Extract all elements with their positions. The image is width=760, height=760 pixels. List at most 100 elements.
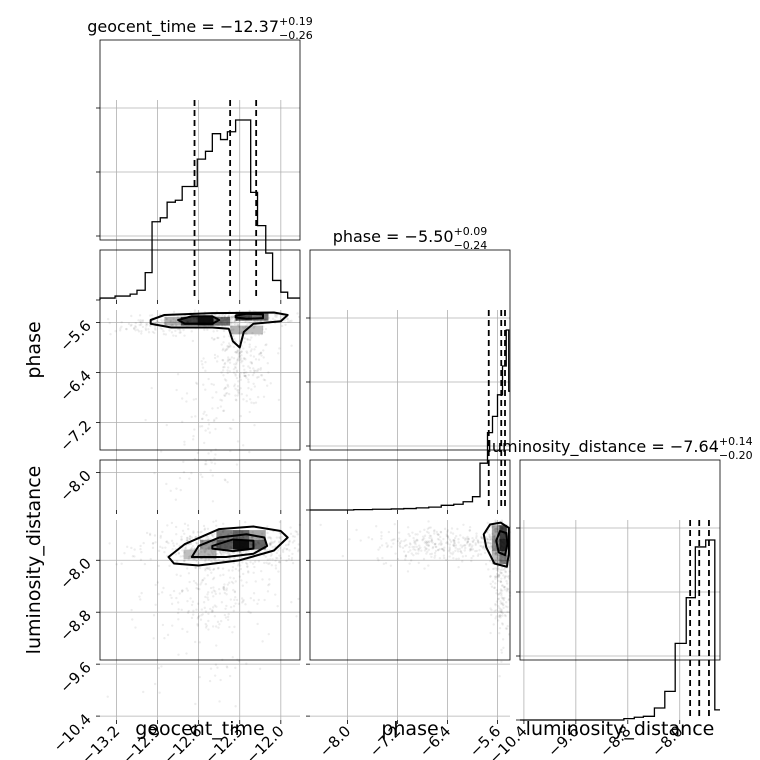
sample-point: [452, 544, 456, 547]
sample-point: [270, 540, 273, 543]
sample-point: [199, 531, 202, 534]
sample-point: [247, 571, 250, 574]
phase-title-text: phase: [333, 227, 381, 246]
sample-point: [281, 550, 285, 554]
sample-point: [240, 392, 244, 396]
sample-point: [287, 320, 290, 323]
sample-point: [488, 538, 492, 542]
sample-point: [201, 366, 205, 369]
sample-point: [452, 544, 456, 548]
sample-point: [108, 542, 111, 545]
sample-point: [222, 553, 225, 557]
sample-point: [195, 587, 198, 590]
sample-point: [442, 537, 445, 541]
sample-point: [195, 541, 198, 545]
sample-point: [501, 622, 504, 625]
sample-point: [237, 390, 240, 394]
sample-point: [200, 550, 203, 554]
sample-point: [234, 366, 237, 370]
sample-point: [223, 363, 226, 366]
sample-point: [414, 541, 417, 544]
sample-point: [429, 534, 433, 538]
sample-point: [187, 572, 191, 575]
phase-luminosity-contours: [482, 521, 510, 568]
sample-point: [287, 542, 290, 546]
sample-point: [177, 608, 180, 611]
sample-point: [148, 314, 152, 317]
sample-point: [251, 331, 254, 335]
density-cell: [499, 551, 507, 565]
sample-point: [415, 545, 419, 549]
sample-point: [400, 539, 403, 543]
sample-point: [165, 317, 169, 321]
phase-title: phase = −5.50+0.09 −0.24: [333, 225, 488, 252]
sample-point: [494, 617, 497, 620]
sample-point: [236, 551, 239, 554]
sample-point: [226, 383, 229, 387]
sample-point: [252, 599, 256, 602]
sample-point: [278, 536, 282, 539]
sample-point: [228, 625, 231, 629]
sample-point: [207, 452, 210, 455]
sample-point: [377, 558, 380, 562]
sample-point: [218, 314, 221, 318]
sample-point: [190, 616, 194, 620]
sample-point: [236, 359, 240, 362]
sample-point: [226, 480, 229, 484]
sample-point: [218, 592, 222, 595]
sample-point: [216, 567, 220, 570]
sample-point: [231, 569, 234, 572]
sample-point: [291, 561, 295, 565]
sample-point: [390, 545, 393, 549]
tick-marks: [306, 559, 498, 724]
sample-point: [192, 530, 195, 533]
sample-point: [257, 367, 260, 371]
sample-point: [230, 316, 233, 319]
tick-marks: [96, 559, 282, 724]
sample-point: [495, 589, 499, 592]
sample-point: [238, 575, 242, 578]
sample-point: [213, 418, 216, 421]
sample-point: [460, 546, 464, 549]
sample-point: [242, 357, 245, 360]
sample-point: [191, 438, 195, 441]
sample-point: [504, 574, 507, 578]
sample-point: [382, 562, 386, 566]
sample-point: [245, 581, 248, 584]
sample-point: [140, 330, 143, 333]
x-tick-label: −8.0: [316, 722, 354, 760]
sample-point: [486, 537, 489, 541]
sample-point: [416, 533, 419, 536]
sample-point: [207, 418, 210, 422]
sample-point: [488, 541, 491, 545]
sample-point: [501, 614, 504, 617]
sample-point: [238, 355, 241, 358]
sample-point: [247, 365, 250, 368]
sample-point: [239, 567, 243, 571]
sample-point: [180, 397, 184, 400]
sample-point: [236, 394, 239, 397]
sample-point: [413, 541, 416, 544]
sample-point: [423, 534, 427, 537]
sample-point: [261, 640, 264, 643]
sample-point: [380, 544, 384, 547]
sample-point: [216, 336, 219, 340]
sample-point: [182, 470, 186, 474]
sample-point: [423, 567, 426, 570]
sample-point: [186, 536, 189, 540]
sample-point: [170, 602, 174, 606]
sample-point: [148, 533, 152, 537]
luminosity-distance-quantile-lines: [689, 520, 710, 720]
sample-point: [194, 702, 197, 706]
sample-point: [140, 591, 143, 595]
sample-point: [161, 320, 164, 323]
sample-point: [208, 431, 212, 434]
sample-point: [426, 543, 429, 547]
sample-point: [224, 392, 228, 395]
sample-point: [433, 529, 436, 532]
sample-point: [278, 536, 281, 539]
sample-point: [268, 558, 272, 561]
sample-point: [243, 374, 247, 378]
sample-point: [470, 546, 473, 549]
sample-point: [239, 357, 243, 360]
